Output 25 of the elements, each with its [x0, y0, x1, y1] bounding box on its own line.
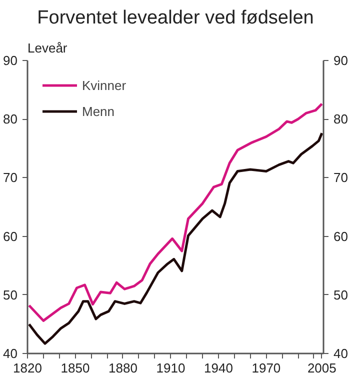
line-series	[28, 132, 324, 345]
x-tick-label: 1970	[252, 360, 281, 375]
legend-label: Menn	[82, 104, 115, 118]
x-tick-label: 1820	[13, 360, 42, 375]
y2-tick-label: 40	[334, 346, 348, 361]
y-axis-title: Leveår	[28, 40, 68, 56]
x-tick-label: 2005	[307, 360, 336, 375]
y-tick-label: 40	[3, 346, 18, 361]
x-tick-label: 1910	[156, 360, 186, 375]
y2-tick-label: 60	[334, 228, 348, 244]
y-tick-label: 60	[3, 228, 18, 244]
y2-tick-label: 50	[334, 287, 348, 302]
legend-label: Kvinner	[82, 78, 126, 92]
chart-title: Forventet levealder ved fødselen	[37, 8, 314, 28]
y2-tick-label: 70	[334, 170, 348, 186]
y-tick-label: 50	[3, 287, 18, 302]
y-tick-label: 70	[3, 170, 18, 186]
line-series	[28, 102, 324, 322]
y2-tick-label: 80	[334, 112, 348, 127]
x-tick-label: 1880	[108, 360, 138, 375]
x-tick-label: 1940	[204, 360, 233, 375]
y-tick-label: 80	[3, 112, 18, 127]
x-tick-label: 1850	[60, 360, 90, 375]
y2-tick-label: 90	[334, 53, 348, 68]
y-tick-label: 90	[3, 53, 18, 68]
